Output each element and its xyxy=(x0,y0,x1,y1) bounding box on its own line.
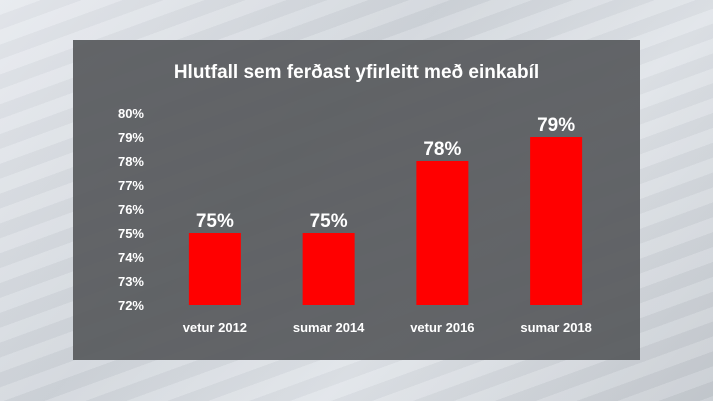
bar xyxy=(530,137,583,305)
bar-data-label: 75% xyxy=(310,211,348,232)
x-category-label: vetur 2016 xyxy=(410,320,474,335)
x-category-label: sumar 2014 xyxy=(293,320,365,335)
y-tick-label: 78% xyxy=(118,154,144,169)
bar xyxy=(302,233,355,305)
y-tick-label: 73% xyxy=(118,274,144,289)
y-tick-label: 75% xyxy=(118,226,144,241)
y-tick-label: 74% xyxy=(118,250,144,265)
chart-title: Hlutfall sem ferðast yfirleitt með einka… xyxy=(173,62,540,83)
y-tick-label: 77% xyxy=(118,178,144,193)
bar-data-label: 75% xyxy=(196,211,234,232)
x-category-label: sumar 2018 xyxy=(520,320,592,335)
y-tick-label: 76% xyxy=(118,202,144,217)
bar-chart: 72% 73% 74% 75% 76% 77% 78% 79% 80% 75% vetur 2012… xyxy=(118,106,592,335)
y-tick-label: 79% xyxy=(118,130,144,145)
bar-data-label: 79% xyxy=(537,115,575,136)
bar-data-label: 78% xyxy=(423,139,461,160)
y-tick-label: 80% xyxy=(118,106,144,121)
bar xyxy=(416,161,469,305)
y-tick-label: 72% xyxy=(118,298,144,313)
chart-panel: Hlutfall sem ferðast yfirleitt með einka… xyxy=(73,40,640,360)
x-category-label: vetur 2012 xyxy=(183,320,247,335)
bar xyxy=(188,233,241,305)
